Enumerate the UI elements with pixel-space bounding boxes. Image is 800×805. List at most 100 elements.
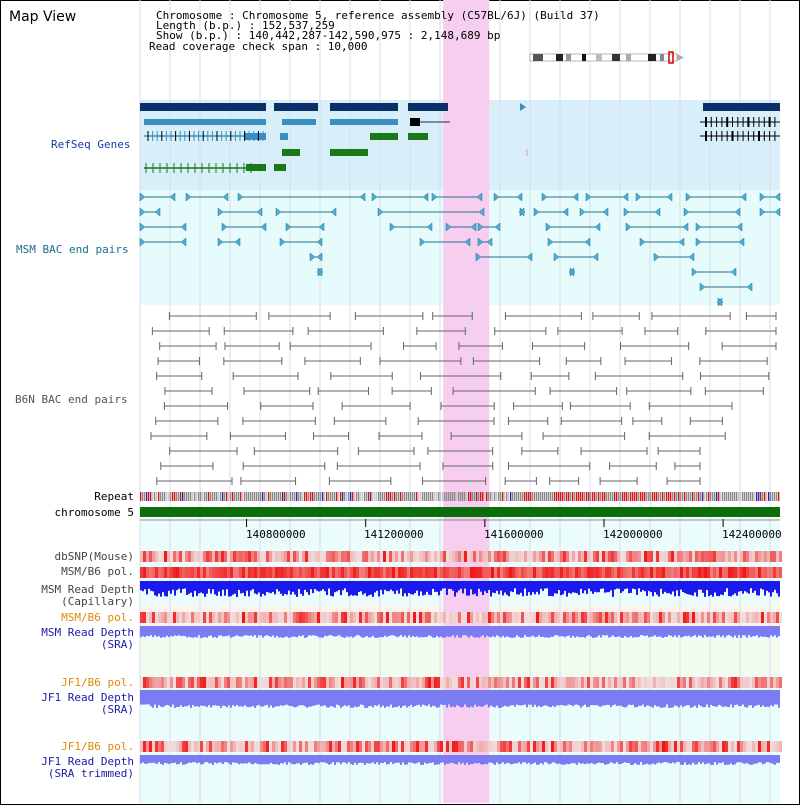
- msm-b6-pol-heat-1: [587, 567, 590, 578]
- msm-bac-end: [774, 192, 781, 202]
- dbsnp-heat: [467, 551, 470, 562]
- jf1-depth-trimmed-bar: [648, 755, 650, 765]
- repeat-mark: [684, 492, 686, 501]
- dbsnp-heat: [668, 551, 671, 562]
- jf1-b6-pol-heat-2: [440, 741, 443, 752]
- jf1-depth-sra-bar: [530, 690, 532, 705]
- repeat-mark: [394, 492, 396, 501]
- jf1-b6-pol-heat-1: [365, 677, 368, 688]
- repeat-mark: [320, 492, 322, 501]
- msm-depth-sra-bar: [596, 626, 598, 638]
- msm-b6-pol-heat-2: [323, 612, 326, 623]
- msm-depth-sra-bar: [710, 626, 712, 637]
- jf1-depth-trimmed-bar: [334, 755, 336, 765]
- jf1-b6-pol-heat-1: [326, 677, 329, 688]
- msm-b6-pol-heat-2: [407, 612, 410, 623]
- repeat-mark: [580, 492, 582, 501]
- jf1-b6-pol-heat-1: [242, 677, 245, 688]
- jf1-depth-sra-bar: [476, 690, 478, 707]
- jf1-depth-trimmed-bar: [638, 755, 640, 765]
- msm-depth-sra-bar: [412, 626, 414, 637]
- msm-b6-pol-heat-1: [503, 567, 506, 578]
- msm-depth-sra-bar: [536, 626, 538, 637]
- msm-b6-pol-heat-2: [719, 612, 722, 623]
- msm-b6-pol-heat-2: [140, 612, 143, 623]
- repeat-mark: [224, 492, 226, 501]
- repeat-mark: [180, 492, 182, 501]
- jf1-b6-pol-heat-1: [272, 677, 275, 688]
- dbsnp-heat: [554, 551, 557, 562]
- jf1-b6-pol-heat-1: [293, 677, 296, 688]
- jf1-depth-sra-bar: [706, 690, 708, 705]
- jf1-b6-pol-heat-1: [281, 677, 284, 688]
- repeat-mark: [332, 492, 334, 501]
- msm-b6-pol-heat-2: [191, 612, 194, 623]
- msm-depth-capillary-bar: [488, 581, 490, 590]
- repeat-mark: [618, 492, 620, 501]
- ideogram-band: [566, 54, 571, 61]
- msm-depth-sra-bar: [288, 626, 290, 638]
- msm-b6-pol-heat-1: [482, 567, 485, 578]
- msm-b6-pol-heat-2: [755, 612, 758, 623]
- jf1-depth-trimmed-bar: [362, 755, 364, 764]
- jf1-depth-trimmed-bar: [568, 755, 570, 765]
- msm-bac-end: [678, 237, 685, 247]
- msm-b6-pol-heat-1: [413, 567, 416, 578]
- repeat-mark: [418, 492, 420, 501]
- repeat-mark: [740, 492, 742, 501]
- jf1-depth-sra-bar: [450, 690, 452, 708]
- dbsnp-heat: [464, 551, 467, 562]
- msm-b6-pol-heat-2: [683, 612, 686, 623]
- msm-depth-sra-bar: [194, 626, 196, 638]
- jf1-depth-sra-bar: [358, 690, 360, 707]
- msm-depth-sra-bar: [344, 626, 346, 638]
- jf1-depth-trimmed-bar: [200, 755, 202, 765]
- msm-b6-pol-heat-2: [620, 612, 623, 623]
- msm-depth-capillary-bar: [276, 581, 278, 590]
- jf1-b6-pol-heat-1: [236, 677, 239, 688]
- jf1-depth-trimmed-bar: [186, 755, 188, 764]
- jf1-depth-trimmed-bar: [142, 755, 144, 763]
- dbsnp-heat: [353, 551, 356, 562]
- jf1-depth-sra-bar: [616, 690, 618, 706]
- msm-b6-pol-heat-1: [659, 567, 662, 578]
- repeat-mark: [338, 492, 340, 501]
- msm-depth-capillary-bar: [514, 581, 516, 589]
- dbsnp-heat: [410, 551, 413, 562]
- jf1-depth-trimmed-bar: [656, 755, 658, 764]
- msm-b6-pol-heat-1: [671, 567, 674, 578]
- msm-b6-pol-heat-1: [368, 567, 371, 578]
- msm-b6-pol-heat-2: [359, 612, 362, 623]
- jf1-depth-trimmed-bar: [288, 755, 290, 763]
- msm-b6-pol-heat-1: [593, 567, 596, 578]
- jf1-depth-trimmed-bar: [720, 755, 722, 764]
- jf1-b6-pol-heat-2: [494, 741, 497, 752]
- msm-b6-pol-heat-1: [347, 567, 350, 578]
- msm-bac-end: [359, 192, 366, 202]
- dbsnp-heat: [359, 551, 362, 562]
- jf1-b6-pol-heat-1: [470, 677, 473, 688]
- msm-depth-capillary-bar: [572, 581, 574, 593]
- jf1-b6-pol-heat-1: [416, 677, 419, 688]
- msm-b6-pol-heat-1: [239, 567, 242, 578]
- msm-depth-sra-bar: [774, 626, 776, 636]
- msm-depth-sra-bar: [726, 626, 728, 636]
- msm-depth-sra-bar: [612, 626, 614, 636]
- msm-b6-pol-heat-1: [731, 567, 734, 578]
- jf1-b6-pol-heat-1: [287, 677, 290, 688]
- jf1-b6-pol-heat-2: [413, 741, 416, 752]
- jf1-depth-sra-bar: [322, 690, 324, 706]
- dbsnp-heat: [479, 551, 482, 562]
- jf1-depth-trimmed-bar: [584, 755, 586, 765]
- jf1-depth-trimmed-bar: [706, 755, 708, 764]
- msm-b6-pol-heat-1: [488, 567, 491, 578]
- repeat-mark: [412, 492, 414, 501]
- jf1-depth-sra-bar: [360, 690, 362, 705]
- repeat-mark: [390, 492, 392, 501]
- repeat-mark: [534, 492, 536, 501]
- msm-depth-capillary-bar: [260, 581, 262, 597]
- jf1-depth-trimmed-bar: [694, 755, 696, 765]
- repeat-mark: [396, 492, 398, 501]
- jf1-depth-sra-bar: [370, 690, 372, 706]
